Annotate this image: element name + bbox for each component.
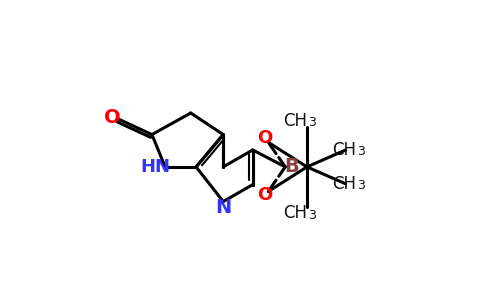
Text: O: O bbox=[257, 129, 272, 147]
Text: B: B bbox=[284, 158, 299, 176]
Text: 3: 3 bbox=[357, 179, 365, 192]
Text: N: N bbox=[215, 198, 231, 217]
Text: CH: CH bbox=[283, 112, 307, 130]
Text: CH: CH bbox=[333, 141, 357, 159]
Text: O: O bbox=[104, 108, 121, 127]
Text: CH: CH bbox=[333, 175, 357, 193]
Text: 3: 3 bbox=[308, 208, 316, 221]
Text: O: O bbox=[257, 186, 272, 204]
Text: HN: HN bbox=[141, 158, 171, 176]
Text: 3: 3 bbox=[357, 146, 365, 158]
Text: 3: 3 bbox=[308, 116, 316, 129]
Text: CH: CH bbox=[283, 204, 307, 222]
